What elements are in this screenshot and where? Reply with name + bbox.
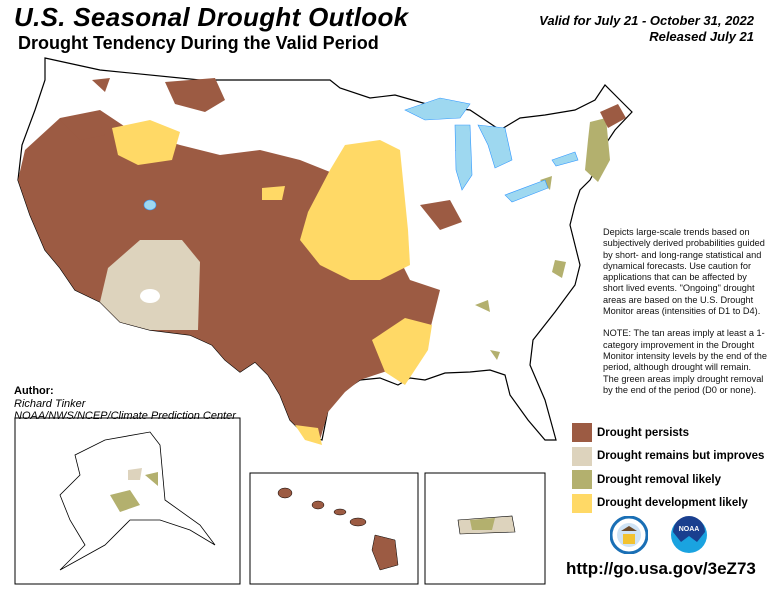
valid-period: Valid for July 21 - October 31, 2022 Rel… — [539, 13, 754, 45]
drought-persists-midwest — [92, 78, 470, 230]
legend-swatch — [572, 423, 592, 443]
drought-development-idaho-wyoming — [112, 120, 180, 165]
hawaii-islands — [277, 487, 399, 571]
legend-swatch — [572, 446, 592, 466]
legend-label: Drought remains but improves — [597, 450, 765, 463]
great-lakes — [143, 97, 579, 211]
description-note: NOTE: The tan areas imply at least a 1-c… — [603, 328, 767, 395]
noaa-logo-text: NOAA — [679, 526, 700, 533]
author-label: Author: — [14, 385, 54, 397]
release-date: Released July 21 — [649, 29, 754, 44]
legend-item-removal: Drought removal likely — [572, 468, 764, 492]
agency-logos: NOAA — [610, 516, 708, 554]
no-drought-arizona — [140, 289, 160, 303]
info-url[interactable]: http://go.usa.gov/3eZ73 — [566, 559, 756, 578]
author-block: Author: Richard Tinker NOAA/NWS/NCEP/Cli… — [14, 385, 236, 423]
drought-persists-montana — [165, 78, 225, 112]
description-text: Depicts large-scale trends based on subj… — [603, 227, 765, 317]
noaa-logo-icon: NOAA — [671, 516, 707, 553]
legend-label: Drought persists — [597, 426, 690, 439]
legend-item-development: Drought development likely — [572, 492, 764, 516]
drought-development-lower-mississippi — [372, 318, 432, 385]
map-subtitle: Drought Tendency During the Valid Period — [18, 33, 379, 53]
drought-persists-maine — [600, 104, 626, 128]
legend-item-improves: Drought remains but improves — [572, 445, 764, 469]
legend-label: Drought development likely — [597, 497, 748, 510]
legend: Drought persists Drought remains but imp… — [572, 421, 764, 515]
author-name: Richard Tinker — [14, 397, 86, 410]
drought-improves-southwest — [100, 240, 200, 330]
legend-swatch — [572, 470, 592, 490]
outlook-description: Depicts large-scale trends based on subj… — [603, 227, 768, 407]
commerce-seal-icon — [610, 516, 648, 554]
hawaii-inset — [249, 472, 419, 585]
legend-item-persists: Drought persists — [572, 421, 764, 445]
alaska-drought-improves — [128, 468, 142, 480]
author-org: NOAA/NWS/NCEP/Climate Prediction Center — [14, 410, 236, 422]
drought-removal-new-england — [585, 118, 610, 182]
puerto-rico-drought-removal — [470, 518, 495, 530]
legend-swatch — [572, 493, 592, 513]
map-title: U.S. Seasonal Drought Outlook — [14, 2, 409, 32]
alaska-outline — [59, 431, 216, 571]
drought-development-plains — [300, 140, 410, 280]
drought-persists-northwest — [60, 112, 105, 140]
legend-label: Drought removal likely — [597, 473, 721, 486]
valid-dates: Valid for July 21 - October 31, 2022 — [539, 13, 754, 28]
alaska-drought-removal — [110, 472, 158, 512]
